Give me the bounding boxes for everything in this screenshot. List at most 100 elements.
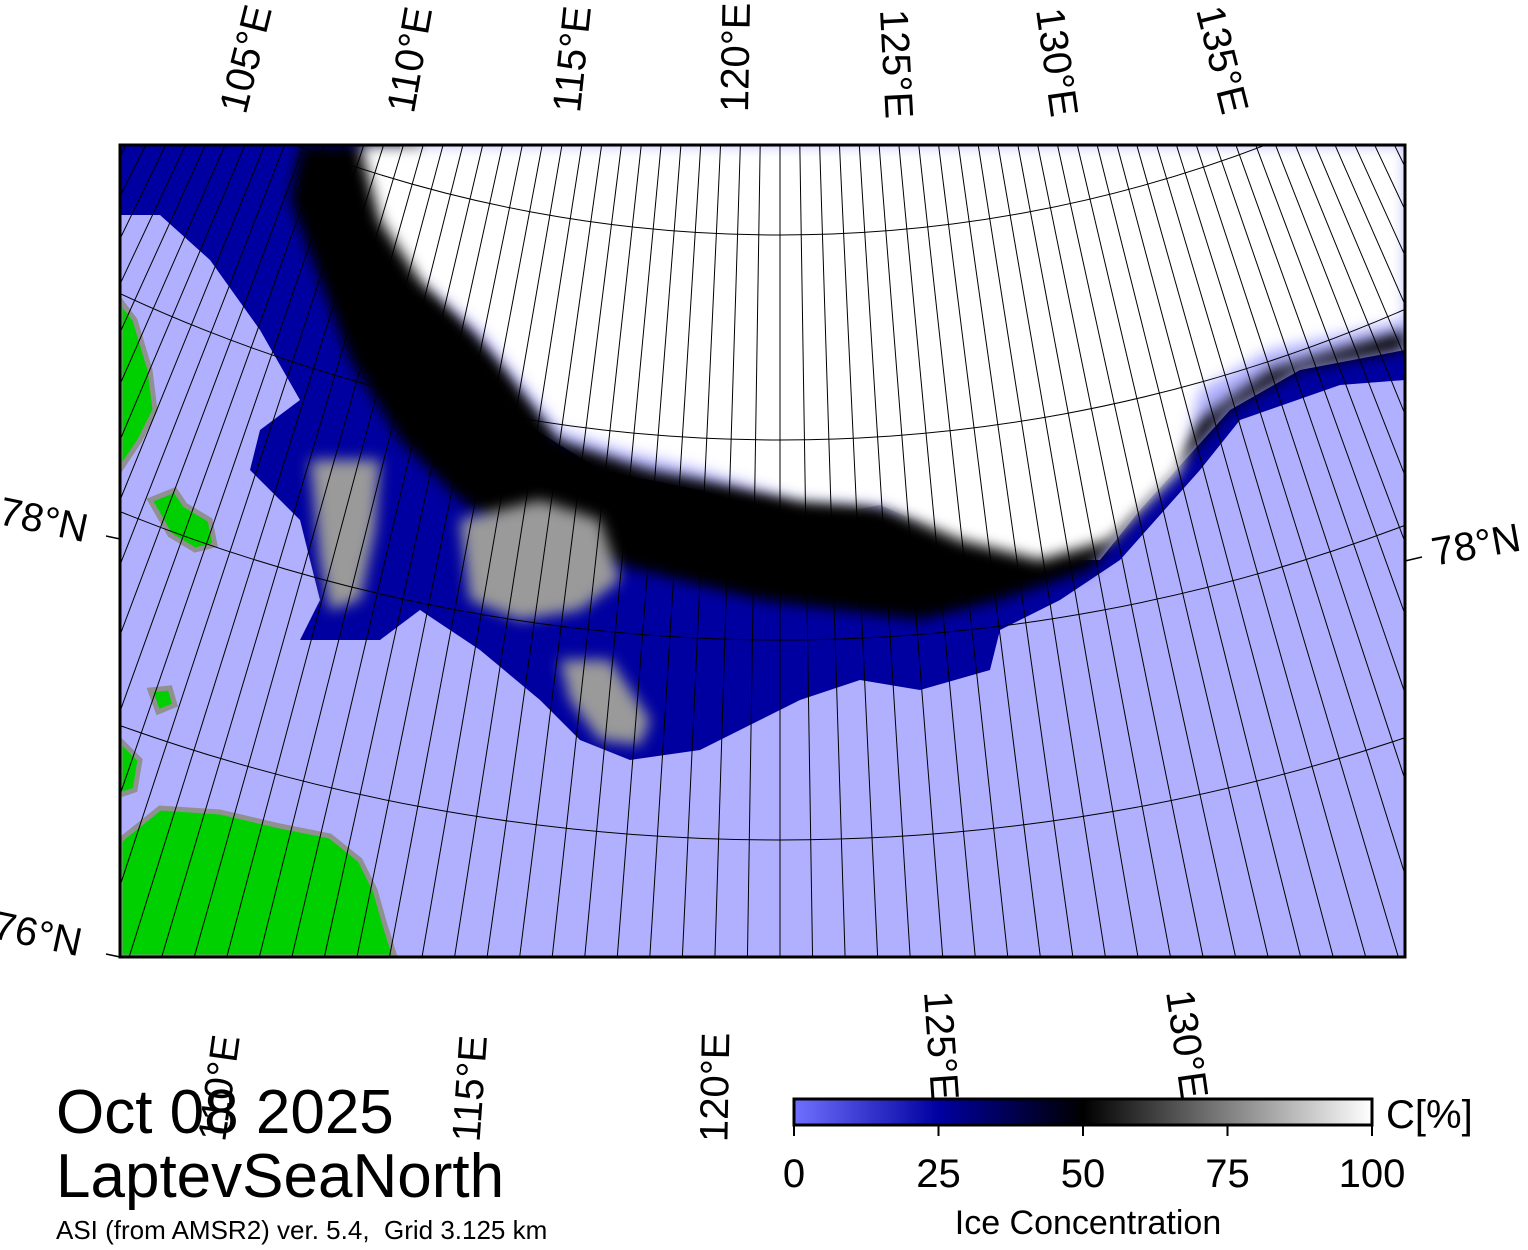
- meridian-line: [486, 145, 603, 957]
- meridian-line: [421, 145, 563, 957]
- colorbar-ticks: [793, 1125, 1373, 1136]
- meridian-line: [128, 145, 385, 957]
- meridian-line: [1175, 145, 1405, 877]
- colorbar-tick-75: 75: [1205, 1152, 1250, 1196]
- ice-floe: [310, 460, 380, 610]
- meridian-line: [714, 145, 741, 957]
- meridian-line: [120, 145, 266, 502]
- meridian-line: [388, 145, 543, 957]
- meridian-line: [454, 145, 583, 957]
- meridian-line: [1215, 145, 1405, 695]
- meridian-line: [519, 145, 622, 957]
- lon-label-115e-top: 115°E: [545, 4, 600, 114]
- island: [146, 486, 218, 553]
- meridian-line: [0, 74, 51, 1051]
- meridian-line: [997, 145, 1139, 957]
- meridian-line: [681, 145, 722, 957]
- lon-label-130e-bottom: 130°E: [1157, 987, 1216, 1101]
- meridian-line: [1037, 145, 1204, 957]
- meridian-line: [120, 145, 226, 386]
- island: [146, 685, 179, 716]
- meridian-line: [1076, 145, 1269, 957]
- meridian-line: [120, 145, 305, 637]
- pack-ice: [360, 145, 1405, 560]
- date-caption: Oct 08 2025: [56, 1078, 394, 1147]
- meridian-line: [0, 74, 126, 1051]
- meridian-line: [746, 145, 761, 957]
- parallel-line: [293, 145, 1267, 236]
- meridian-line: [120, 145, 345, 797]
- lat-label-78n-right: 78°N: [1428, 516, 1524, 575]
- map-body: [0, 74, 1528, 1051]
- meridian-line: [957, 145, 1074, 957]
- meridian-line: [1235, 145, 1405, 616]
- colorbar-gradient: [792, 1097, 1374, 1127]
- meridian-line: [649, 145, 702, 957]
- meridian-line: [898, 145, 976, 957]
- lon-label-120e-top: 120°E: [713, 2, 759, 112]
- lat-label-76n-left: 76°N: [0, 903, 86, 965]
- land-mass: [120, 295, 158, 475]
- region-caption: LaptevSeaNorth: [56, 1142, 505, 1211]
- meridian-line: [616, 145, 682, 957]
- meridian-line: [0, 74, 88, 1051]
- meridian-line: [819, 145, 846, 957]
- latitude-label-ticks: [105, 535, 1423, 958]
- meridian-line: [838, 145, 879, 957]
- meridian-line: [1156, 145, 1399, 957]
- colorbar: 0 25 50 75 100 C[%] Ice Concentration: [783, 1093, 1473, 1242]
- meridian-line: [1274, 145, 1405, 477]
- meridian-line: [1294, 145, 1405, 416]
- meridian-line: [356, 145, 523, 957]
- colorbar-title: Ice Concentration: [955, 1204, 1222, 1242]
- meridian-line: [1056, 145, 1237, 957]
- lon-label-130e-top: 130°E: [1027, 5, 1086, 119]
- colorbar-tick-100: 100: [1339, 1152, 1406, 1196]
- meridian-line: [161, 145, 404, 957]
- lat-label-78n-left: 78°N: [0, 489, 92, 551]
- taymyr-peninsula: [120, 805, 398, 957]
- meridian-line: [1017, 145, 1172, 957]
- lon-label-125e-top: 125°E: [871, 8, 921, 120]
- marginal-ice-zone: [120, 145, 1405, 760]
- lon-label-135e-top: 135°E: [1187, 2, 1256, 119]
- meridian-line: [1195, 145, 1405, 782]
- meridian-line: [1509, 74, 1528, 1051]
- meridian-line: [0, 74, 107, 1051]
- lon-label-125e-bottom: 125°E: [915, 990, 967, 1102]
- meridian-line: [1255, 145, 1405, 544]
- top-longitude-labels: 105°E 110°E 115°E 120°E 125°E 130°E 135°…: [212, 1, 1257, 120]
- lon-label-120e-bottom: 120°E: [692, 1032, 738, 1142]
- source-caption: ASI (from AMSR2) ver. 5.4, Grid 3.125 km: [56, 1215, 548, 1245]
- colorbar-tick-25: 25: [916, 1152, 961, 1196]
- meridian-line: [1096, 145, 1302, 957]
- transition-ice-zone: [290, 145, 1405, 620]
- meridian-line: [918, 145, 1009, 957]
- meridian-line: [120, 145, 246, 442]
- meridian-line: [584, 145, 662, 957]
- meridian-line: [120, 145, 206, 334]
- meridian-line: [1334, 145, 1405, 306]
- meridian-line: [1136, 145, 1367, 957]
- meridian-line: [120, 145, 365, 888]
- meridian-line: [1314, 145, 1405, 359]
- meridian-line: [0, 74, 32, 1051]
- ice-floe: [460, 500, 620, 620]
- meridian-line: [1116, 145, 1334, 957]
- meridian-line: [858, 145, 911, 957]
- meridian-line: [0, 74, 69, 1051]
- meridian-line: [323, 145, 504, 957]
- meridian-line: [1354, 145, 1405, 257]
- meridian-line: [120, 145, 186, 286]
- meridian-line: [878, 145, 944, 957]
- meridian-line: [938, 145, 1041, 957]
- meridian-line: [799, 145, 814, 957]
- colorbar-tick-50: 50: [1061, 1152, 1106, 1196]
- meridian-line: [193, 145, 424, 957]
- meridian-line: [291, 145, 484, 957]
- parallel-line: [120, 292, 1405, 441]
- meridian-line: [226, 145, 444, 957]
- lon-label-105e-top: 105°E: [212, 1, 281, 118]
- colorbar-tick-0: 0: [783, 1152, 805, 1196]
- lon-label-110e-top: 110°E: [379, 4, 441, 116]
